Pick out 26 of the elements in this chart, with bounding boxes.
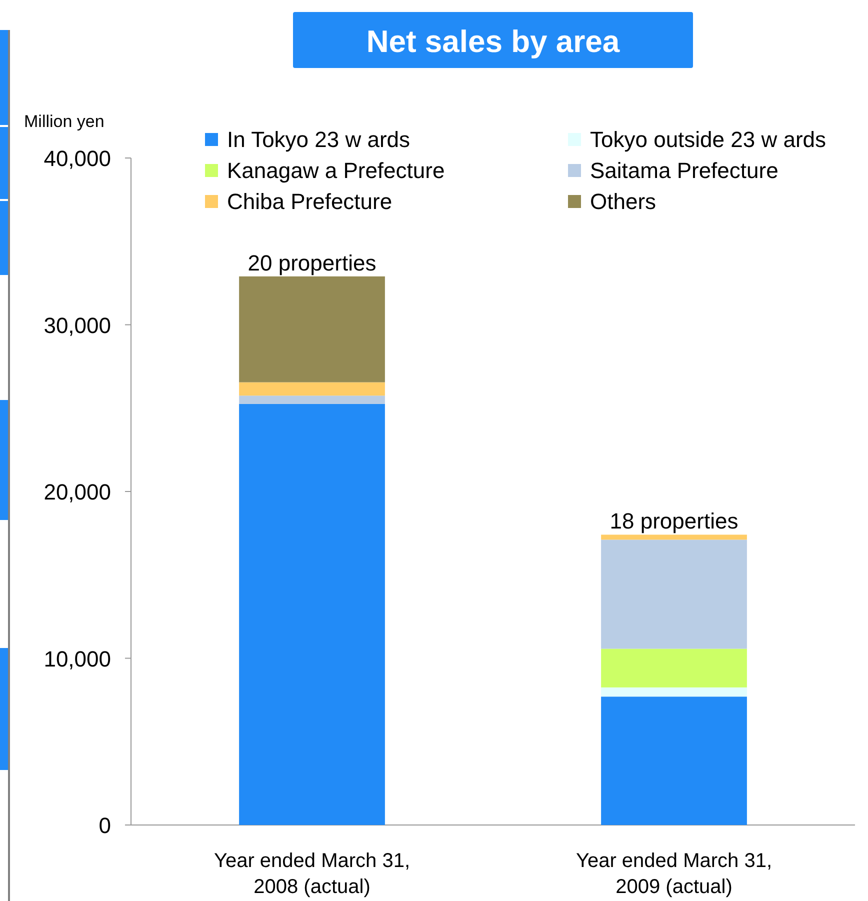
annotation: 18 properties — [610, 508, 738, 534]
y-tick-label: 10,000 — [44, 646, 111, 672]
bar — [239, 276, 385, 382]
legend-label: Kanagaw a Prefecture — [227, 158, 445, 183]
bar — [601, 540, 747, 649]
legend-label: In Tokyo 23 w ards — [227, 127, 410, 152]
bar — [239, 404, 385, 825]
annotation: 20 properties — [248, 250, 376, 276]
bar — [239, 382, 385, 396]
bar — [601, 696, 747, 825]
bar — [601, 534, 747, 540]
y-tick-label: 20,000 — [44, 480, 111, 504]
bar — [601, 687, 747, 697]
legend-label: Others — [590, 189, 656, 214]
x-tick-label: Year ended March 31, 2009 (actual) — [576, 850, 772, 898]
y-tick-label: 30,000 — [44, 312, 111, 338]
y-tick-label: 0 — [98, 813, 111, 838]
y-tick-label: 40,000 — [44, 146, 111, 171]
chart-title: Net sales by area — [366, 24, 620, 59]
bar — [601, 648, 747, 688]
legend-label: Tokyo outside 23 w ards — [590, 127, 826, 152]
bar — [239, 396, 385, 404]
legend-label: Chiba Prefecture — [227, 189, 392, 214]
x-tick-label: Year ended March 31, 2008 (actual) — [214, 850, 410, 898]
legend-label: Saitama Prefecture — [590, 158, 778, 183]
y-axis-title: Million yen — [24, 112, 104, 131]
